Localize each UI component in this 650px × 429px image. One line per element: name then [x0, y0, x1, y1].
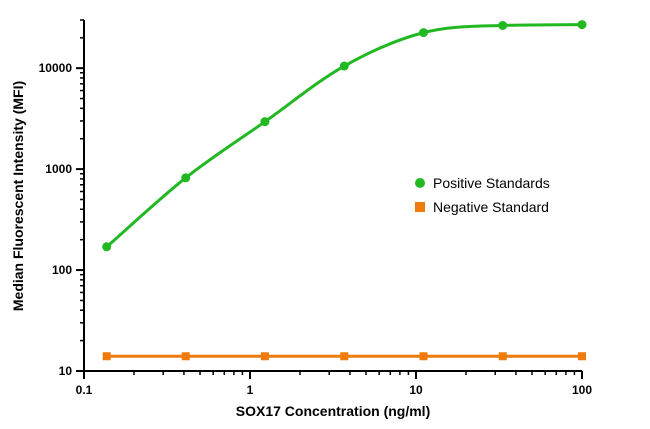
- negative-standard-point: [181, 352, 190, 361]
- y-tick-label: 10: [59, 364, 73, 378]
- legend-label-positive-standards: Positive Standards: [433, 175, 550, 191]
- plot-area: 0.1 1 10 100 10 100 1000 10000: [39, 19, 592, 397]
- positive-standards-point: [339, 61, 349, 71]
- positive-standards-point: [498, 20, 508, 30]
- negative-standard-point: [102, 352, 111, 361]
- negative-standard-point: [419, 352, 428, 361]
- negative-standard-point: [578, 352, 586, 361]
- positive-standards-point: [577, 20, 587, 30]
- positive-standards-point: [181, 173, 191, 183]
- x-tick-label: 10: [409, 383, 423, 397]
- legend-marker-negative-standard: [415, 202, 425, 212]
- series-layer: [102, 20, 587, 361]
- positive-standards-point: [102, 242, 112, 252]
- negative-standard-point: [498, 352, 507, 361]
- positive-standards-point: [419, 28, 429, 38]
- legend-marker-positive-standards: [415, 178, 425, 188]
- y-axis-title: Median Fluorescent Intensity (MFI): [10, 81, 26, 311]
- x-tick-label: 1: [247, 383, 254, 397]
- legend: Positive Standards Negative Standard: [415, 175, 550, 215]
- negative-standard-point: [260, 352, 269, 361]
- negative-standard-point: [340, 352, 349, 361]
- x-tick-label: 0.1: [76, 383, 93, 397]
- y-tick-label: 1000: [45, 162, 72, 176]
- axis-ticks: 0.1 1 10 100 10 100 1000 10000: [39, 19, 592, 397]
- y-tick-label: 10000: [39, 61, 73, 75]
- positive-standards-point: [260, 117, 270, 127]
- x-tick-label: 100: [572, 383, 592, 397]
- x-axis-title: SOX17 Concentration (ng/ml): [236, 403, 430, 419]
- y-tick-label: 100: [52, 263, 72, 277]
- legend-label-negative-standard: Negative Standard: [433, 199, 549, 215]
